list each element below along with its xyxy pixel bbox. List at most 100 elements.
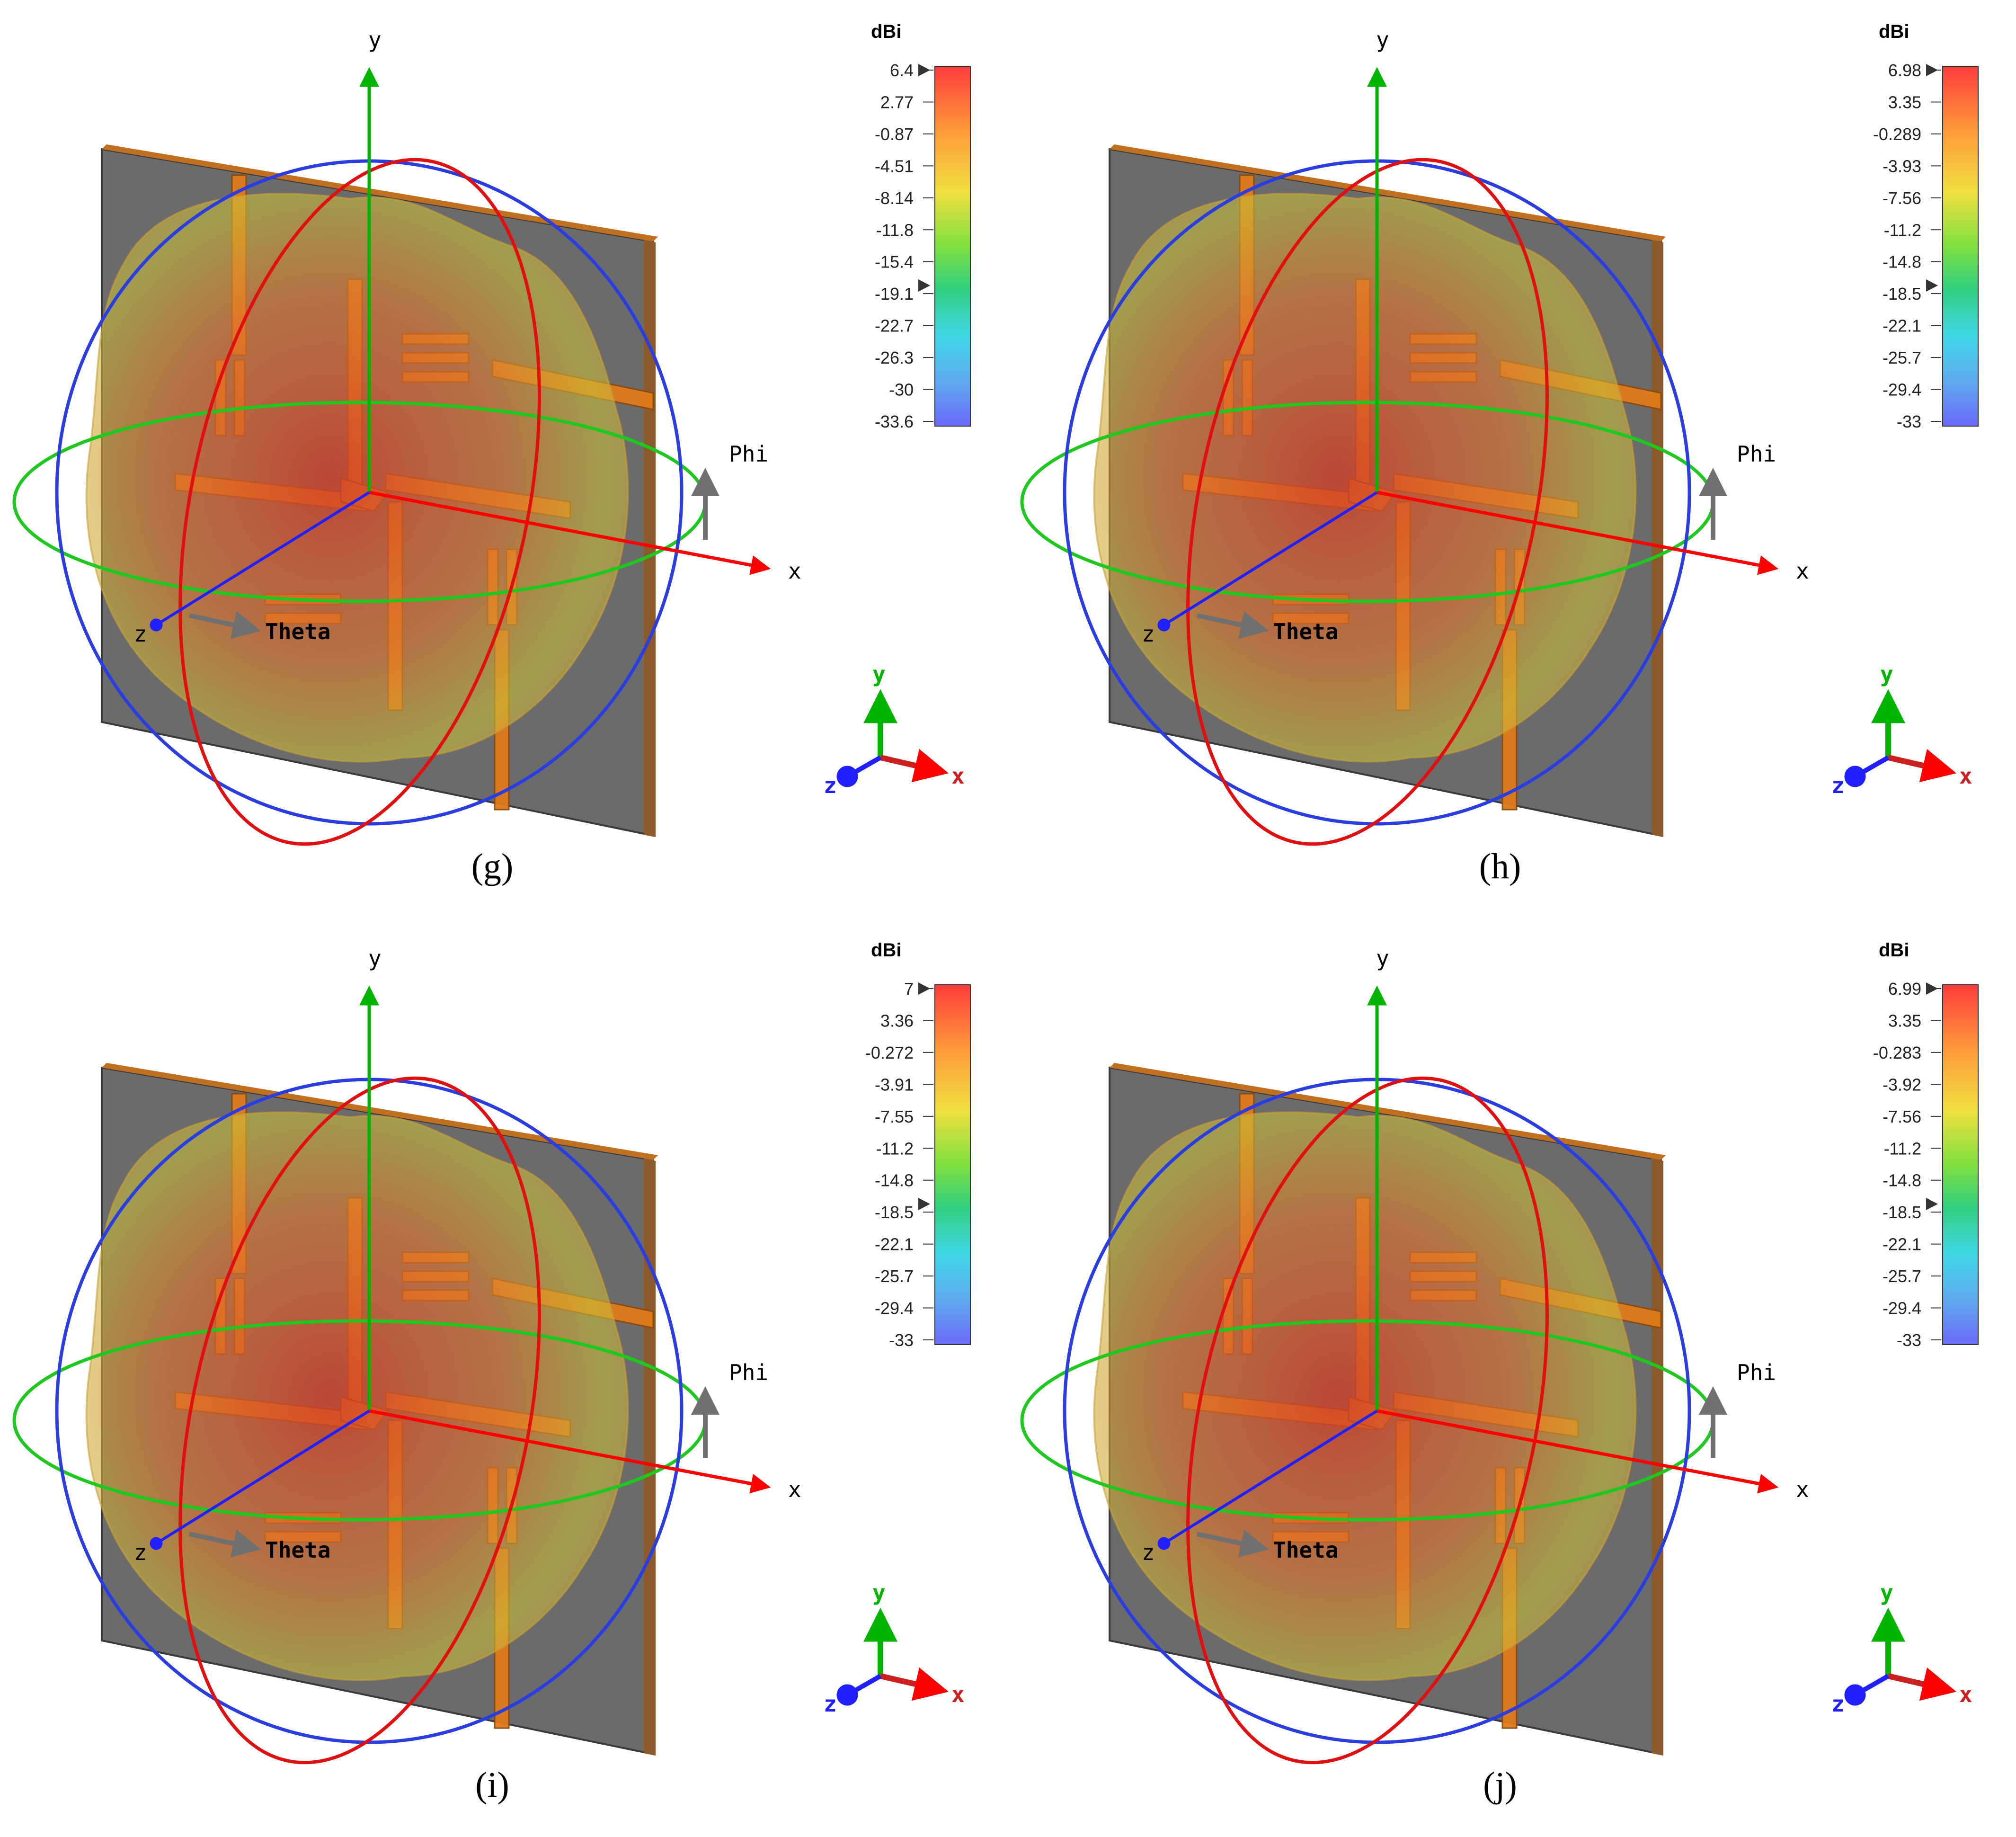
axis-label-phi: Phi (729, 1360, 768, 1385)
radiation-pattern-surface (1093, 1111, 1637, 1681)
colorbar-threshold-marker (1926, 279, 1938, 292)
colorbar-tick-label: 6.4 (890, 61, 914, 80)
colorbar-tick-label: -33.6 (875, 412, 914, 431)
colorbar-tick-label: -22.1 (1883, 316, 1921, 336)
axis-label-phi: Phi (1737, 441, 1776, 467)
colorbar-tick-label: -22.7 (875, 316, 914, 336)
colorbar-threshold-marker (1926, 1198, 1938, 1210)
panel-caption: (h) (1479, 847, 1521, 886)
colorbar-tick-label: -7.56 (1883, 188, 1921, 208)
theta-ring-red (1186, 158, 1549, 846)
colorbar-unit: dBi (1879, 940, 1909, 961)
colorbar-tick-label: -11.2 (1884, 220, 1921, 240)
radiation-pattern-3d: y x z Phi Theta dBi 7 3.36 -0.272 -3.91 -7.5… (12, 940, 971, 1805)
z-axis (150, 491, 370, 632)
triad-label-x: x (951, 1682, 965, 1707)
colorbar-tick-label: -33 (889, 1330, 914, 1350)
colorbar-tick-label: -11.2 (1884, 1139, 1921, 1158)
colorbar-tick-label: -18.5 (1883, 284, 1921, 303)
colorbar-gradient (1942, 984, 1979, 1345)
colorbar-tick-label: -25.7 (1883, 348, 1921, 367)
colorbar-tick-label: -15.4 (875, 252, 914, 272)
axis-label-y: y (1376, 945, 1389, 971)
colorbar-tick-label: -30 (889, 380, 914, 400)
triad-label-y: y (1880, 661, 1893, 687)
theta-ring-red (1186, 1076, 1549, 1765)
axis-label-y: y (368, 27, 382, 53)
axis-label-theta: Theta (265, 619, 330, 644)
axis-label-x: x (788, 558, 801, 584)
z-axis (1157, 491, 1378, 632)
axis-label-phi: Phi (1737, 1360, 1776, 1385)
x-axis (369, 490, 771, 575)
z-axis (1157, 1409, 1378, 1550)
axis-label-z: z (134, 621, 147, 647)
orientation-triad: y x z (1831, 661, 1972, 798)
colorbar-tick-label: 6.98 (1888, 61, 1921, 80)
orientation-triad: y x z (824, 1580, 965, 1717)
colorbar-tick-label: -3.92 (1883, 1075, 1921, 1094)
radiation-pattern-surface (85, 1111, 629, 1681)
x-axis (1377, 490, 1779, 575)
theta-arrow (188, 611, 261, 639)
axis-label-phi: Phi (729, 441, 768, 467)
radiation-pattern-3d: y x z Phi Theta dBi 6.99 3.35 -0.283 -3.92 -… (1020, 940, 1979, 1805)
colorbar: dBi 6.4 2.77 -0.87 -4.51 -8.14 -11.8 -15.4 -19.… (871, 21, 971, 431)
radiation-pattern-surface (85, 193, 629, 763)
axis-label-y: y (1376, 27, 1389, 53)
colorbar: dBi 6.99 3.35 -0.283 -3.92 -7.56 -11.2 -14.8 -1… (1873, 940, 1979, 1350)
axis-label-x: x (788, 1477, 801, 1502)
colorbar-tick-label: -18.5 (875, 1203, 914, 1222)
theta-arrow (1196, 611, 1269, 639)
colorbar-tick-label: -22.1 (875, 1235, 914, 1254)
theta-ring-red (178, 158, 541, 846)
axis-label-z: z (134, 1540, 147, 1565)
theta-arrow (1196, 1529, 1269, 1558)
colorbar-tick-label: -26.3 (875, 348, 914, 367)
colorbar-tick-label: 6.99 (1888, 979, 1921, 999)
triad-label-z: z (824, 773, 837, 798)
colorbar-max-marker (1926, 64, 1938, 76)
colorbar-tick-label: -29.4 (1883, 1299, 1921, 1318)
axis-label-theta: Theta (1273, 619, 1338, 644)
colorbar-tick-label: -25.7 (875, 1266, 914, 1286)
colorbar-gradient (1942, 66, 1979, 427)
colorbar-tick-label: -25.7 (1883, 1266, 1921, 1286)
pattern-panel-i: y x z Phi Theta dBi 7 3.36 -0.272 -3.91 -7.5… (0, 918, 1008, 1837)
colorbar-unit: dBi (871, 21, 901, 42)
triad-label-x: x (951, 763, 965, 789)
pattern-panel-h: y x z Phi Theta dBi 6.98 3.35 -0.289 -3.93 -… (1008, 0, 2016, 918)
colorbar-gradient (934, 984, 971, 1345)
colorbar-max-marker (918, 64, 930, 76)
triad-label-x: x (1959, 1682, 1972, 1707)
axis-label-z: z (1142, 1540, 1155, 1565)
axis-label-theta: Theta (265, 1537, 330, 1563)
colorbar: dBi 6.98 3.35 -0.289 -3.93 -7.56 -11.2 -14.8 -1… (1873, 21, 1979, 431)
axis-label-x: x (1796, 558, 1809, 584)
panel-caption: (i) (475, 1765, 509, 1805)
colorbar-tick-label: 3.36 (880, 1011, 914, 1030)
axis-label-x: x (1796, 1477, 1809, 1502)
colorbar-tick-label: 3.35 (1888, 1011, 1921, 1030)
colorbar-unit: dBi (871, 940, 901, 961)
triad-label-y: y (872, 661, 886, 687)
triad-label-z: z (1831, 1691, 1845, 1717)
colorbar-tick-label: -4.51 (875, 156, 914, 176)
panel-caption: (g) (471, 847, 514, 886)
colorbar-tick-label: -0.87 (875, 125, 914, 144)
colorbar-gradient (934, 66, 971, 427)
radiation-pattern-3d: y x z Phi Theta dBi 6.4 2.77 -0.87 -4.51 -8.… (12, 21, 971, 886)
triad-label-z: z (824, 1691, 837, 1717)
colorbar-tick-label: -11.2 (876, 1139, 914, 1158)
colorbar-max-marker (1926, 982, 1938, 995)
radiation-pattern-surface (1093, 193, 1637, 763)
colorbar-tick-label: -11.8 (876, 220, 914, 240)
axis-label-z: z (1142, 621, 1155, 647)
orientation-triad: y x z (824, 661, 965, 798)
z-axis (150, 1409, 370, 1550)
pattern-panel-g: y x z Phi Theta dBi 6.4 2.77 -0.87 -4.51 -8.… (0, 0, 1008, 918)
triad-label-y: y (1880, 1580, 1893, 1605)
radiation-pattern-3d: y x z Phi Theta dBi 6.98 3.35 -0.289 -3.93 -… (1020, 21, 1979, 886)
colorbar-tick-label: -8.14 (875, 188, 914, 208)
colorbar-tick-label: -0.289 (1873, 125, 1921, 144)
